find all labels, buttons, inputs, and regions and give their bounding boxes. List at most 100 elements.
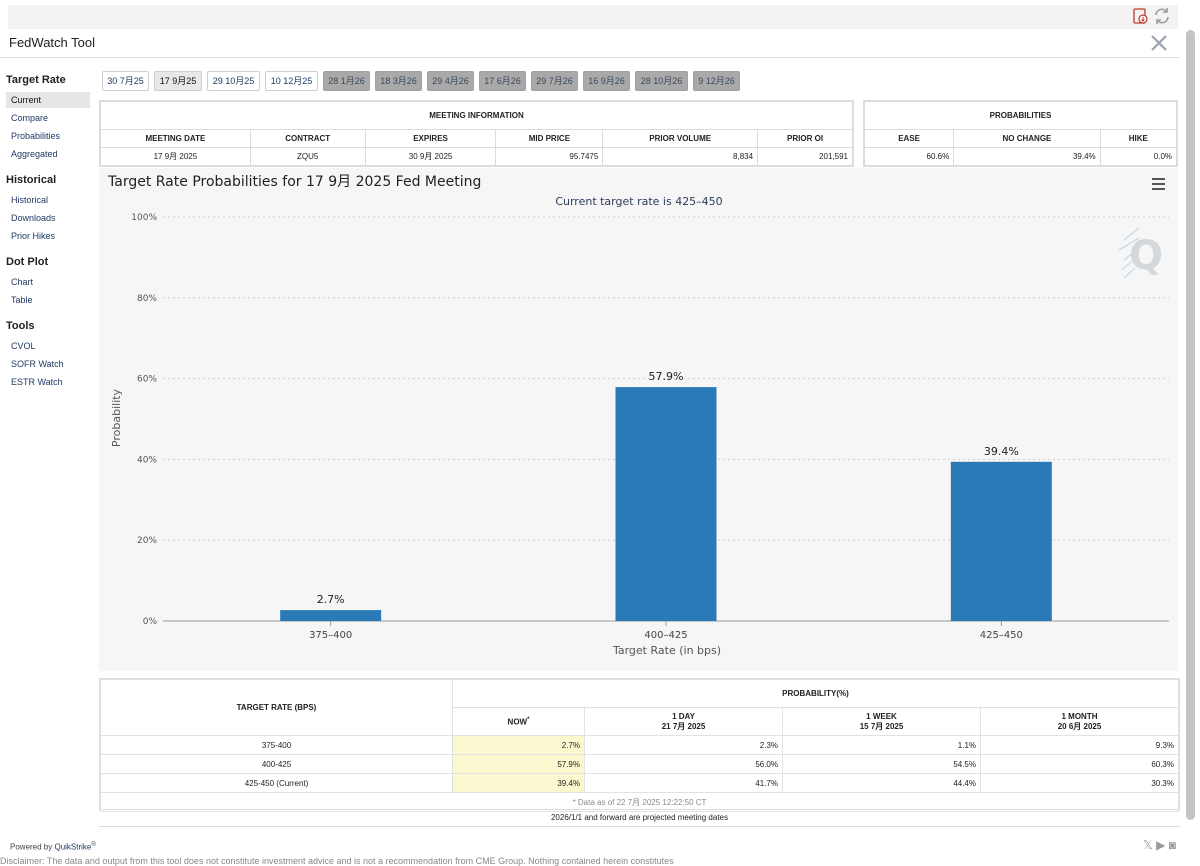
col-now-label: NOW [507, 717, 528, 727]
x-social-icon[interactable]: 𝕏 [1143, 838, 1153, 852]
sidebar-item-compare[interactable]: Compare [11, 113, 49, 123]
probability-cell: 2.3% [584, 735, 783, 755]
sidebar-item-probabilities[interactable]: Probabilities [11, 131, 61, 141]
col-1-month-date: 20 6月 2025 [1057, 721, 1102, 731]
page-scrollbar[interactable] [1184, 30, 1198, 862]
probability-cell: 60.3% [980, 754, 1179, 774]
scrollbar-thumb[interactable] [1186, 30, 1195, 820]
probability-cell: 30.3% [980, 773, 1179, 793]
col-1-week-date: 15 7月 2025 [859, 721, 904, 731]
meeting-tab[interactable]: 10 12月25 [265, 71, 318, 91]
col-target-rate: TARGET RATE (BPS) [100, 679, 453, 736]
meeting-tab[interactable]: 9 12月26 [693, 71, 740, 91]
meeting-tab[interactable]: 17 9月25 [154, 71, 202, 91]
hike-value: 0.0% [1099, 147, 1178, 166]
prior-volume-value: 8,834 [602, 147, 759, 166]
probability-cell: 54.5% [782, 754, 981, 774]
bar-data-label: 2.7% [317, 593, 345, 606]
quikstrike-watermark: Q [1118, 227, 1163, 279]
x-axis-title: Target Rate (in bps) [612, 644, 721, 657]
mid-price-value: 95.7475 [495, 147, 604, 166]
y-tick-label: 40% [137, 455, 157, 465]
sidebar-heading: Dot Plot [6, 256, 49, 268]
meeting-tab[interactable]: 17 6月26 [479, 71, 526, 91]
x-logo-icon[interactable] [1150, 34, 1168, 52]
table-row: 425-450 (Current) 39.4% 41.7% 44.4% 30.3% [100, 773, 1179, 793]
browser-strip [0, 0, 1200, 30]
y-axis-title: Probability [110, 388, 123, 447]
quikstrike-mark: ® [91, 842, 96, 848]
col-probability-group: PROBABILITY(%) [452, 679, 1179, 708]
y-tick-label: 20% [137, 536, 157, 546]
meeting-tab[interactable]: 30 7月25 [102, 71, 149, 91]
meeting-tab[interactable]: 18 3月26 [375, 71, 422, 91]
no-change-value: 39.4% [953, 147, 1101, 166]
bar-375–400[interactable] [280, 610, 382, 621]
sidebar-item-current[interactable]: Current [6, 92, 90, 108]
sidebar-item-aggregated[interactable]: Aggregated [11, 149, 58, 159]
expires-value: 30 9月 2025 [364, 147, 497, 166]
meeting-tab[interactable]: 29 4月26 [427, 71, 474, 91]
instagram-icon[interactable]: ◙ [1168, 838, 1176, 852]
target-rate-cell: 375-400 [100, 735, 453, 755]
chart-subtitle: Current target rate is 425–450 [555, 195, 722, 208]
projected-dates-note: 2026/1/1 and forward are projected meeti… [550, 813, 728, 822]
sidebar-heading: Tools [6, 320, 35, 332]
col-1-week: 1 WEEK 15 7月 2025 [782, 707, 981, 736]
chart-panel: Target Rate Probabilities for 17 9月 2025… [99, 168, 1178, 671]
x-tick-label: 375–400 [309, 630, 352, 641]
sidebar-item-sofr-watch[interactable]: SOFR Watch [11, 359, 64, 369]
col-1-day: 1 DAY 21 7月 2025 [584, 707, 783, 736]
sidebar-item-estr-watch[interactable]: ESTR Watch [11, 377, 63, 387]
bar-425–450[interactable] [950, 461, 1052, 621]
y-tick-label: 60% [137, 375, 157, 385]
y-tick-label: 80% [137, 294, 157, 304]
probability-cell: 57.9% [452, 754, 585, 774]
probability-cell: 56.0% [584, 754, 783, 774]
sidebar-item-cvol[interactable]: CVOL [11, 341, 36, 351]
target-rate-cell: 400-425 [100, 754, 453, 774]
meeting-tab[interactable]: 16 9月26 [583, 71, 630, 91]
col-1-day-label: 1 DAY [672, 711, 695, 721]
bar-400–425[interactable] [615, 387, 717, 621]
meeting-date-value: 17 9月 2025 [100, 147, 251, 166]
watermark-letter: Q [1129, 233, 1163, 279]
x-tick-label: 425–450 [980, 630, 1023, 641]
probability-cell: 44.4% [782, 773, 981, 793]
col-mid-price: MID PRICE [495, 129, 604, 148]
prior-oi-value: 201,591 [757, 147, 853, 166]
hamburger-menu-icon[interactable] [1152, 178, 1165, 190]
sidebar: Target Rate Current Compare Probabilities Ag… [0, 62, 96, 392]
sidebar-item-prior-hikes[interactable]: Prior Hikes [11, 231, 56, 241]
pdf-download-icon[interactable] [1130, 6, 1150, 26]
disclaimer-text: Disclaimer: The data and output from thi… [0, 856, 674, 866]
chart-title: Target Rate Probabilities for 17 9月 2025… [107, 174, 481, 190]
target-rate-cell: 425-450 (Current) [100, 773, 453, 793]
col-1-month-label: 1 MONTH [1061, 711, 1098, 721]
quikstrike-link[interactable]: QuikStrike [54, 842, 92, 852]
meeting-tab[interactable]: 28 10月26 [635, 71, 688, 91]
meeting-tab[interactable]: 28 1月26 [323, 71, 370, 91]
col-1-month: 1 MONTH 20 6月 2025 [980, 707, 1179, 736]
sidebar-item-chart[interactable]: Chart [11, 277, 34, 287]
meeting-tab[interactable]: 29 10月25 [207, 71, 260, 91]
col-1-day-date: 21 7月 2025 [661, 721, 706, 731]
meeting-information-panel: MEETING INFORMATION MEETING DATE CONTRAC… [99, 100, 854, 167]
probabilities-panel: PROBABILITIES EASE NO CHANGE HIKE 60.6% … [863, 100, 1178, 167]
sidebar-item-historical[interactable]: Historical [11, 195, 49, 205]
table-row: 400-425 57.9% 56.0% 54.5% 60.3% [100, 754, 1179, 774]
probability-history-panel: TARGET RATE (BPS) PROBABILITY(%) NOW* 1 … [99, 678, 1180, 812]
sidebar-item-downloads[interactable]: Downloads [11, 213, 56, 223]
x-tick-label: 400–425 [644, 630, 687, 641]
page-title: FedWatch Tool [9, 35, 95, 50]
probabilities-heading: PROBABILITIES [864, 101, 1177, 130]
col-prior-volume: PRIOR VOLUME [602, 129, 759, 148]
col-hike: HIKE [1099, 129, 1178, 148]
probability-cell: 41.7% [584, 773, 783, 793]
meeting-info-heading: MEETING INFORMATION [100, 101, 853, 130]
refresh-icon[interactable] [1152, 6, 1172, 26]
meeting-tab[interactable]: 29 7月26 [531, 71, 578, 91]
sidebar-item-table[interactable]: Table [11, 295, 33, 305]
footer-divider [99, 826, 1180, 827]
youtube-icon[interactable]: ▶ [1156, 838, 1166, 852]
